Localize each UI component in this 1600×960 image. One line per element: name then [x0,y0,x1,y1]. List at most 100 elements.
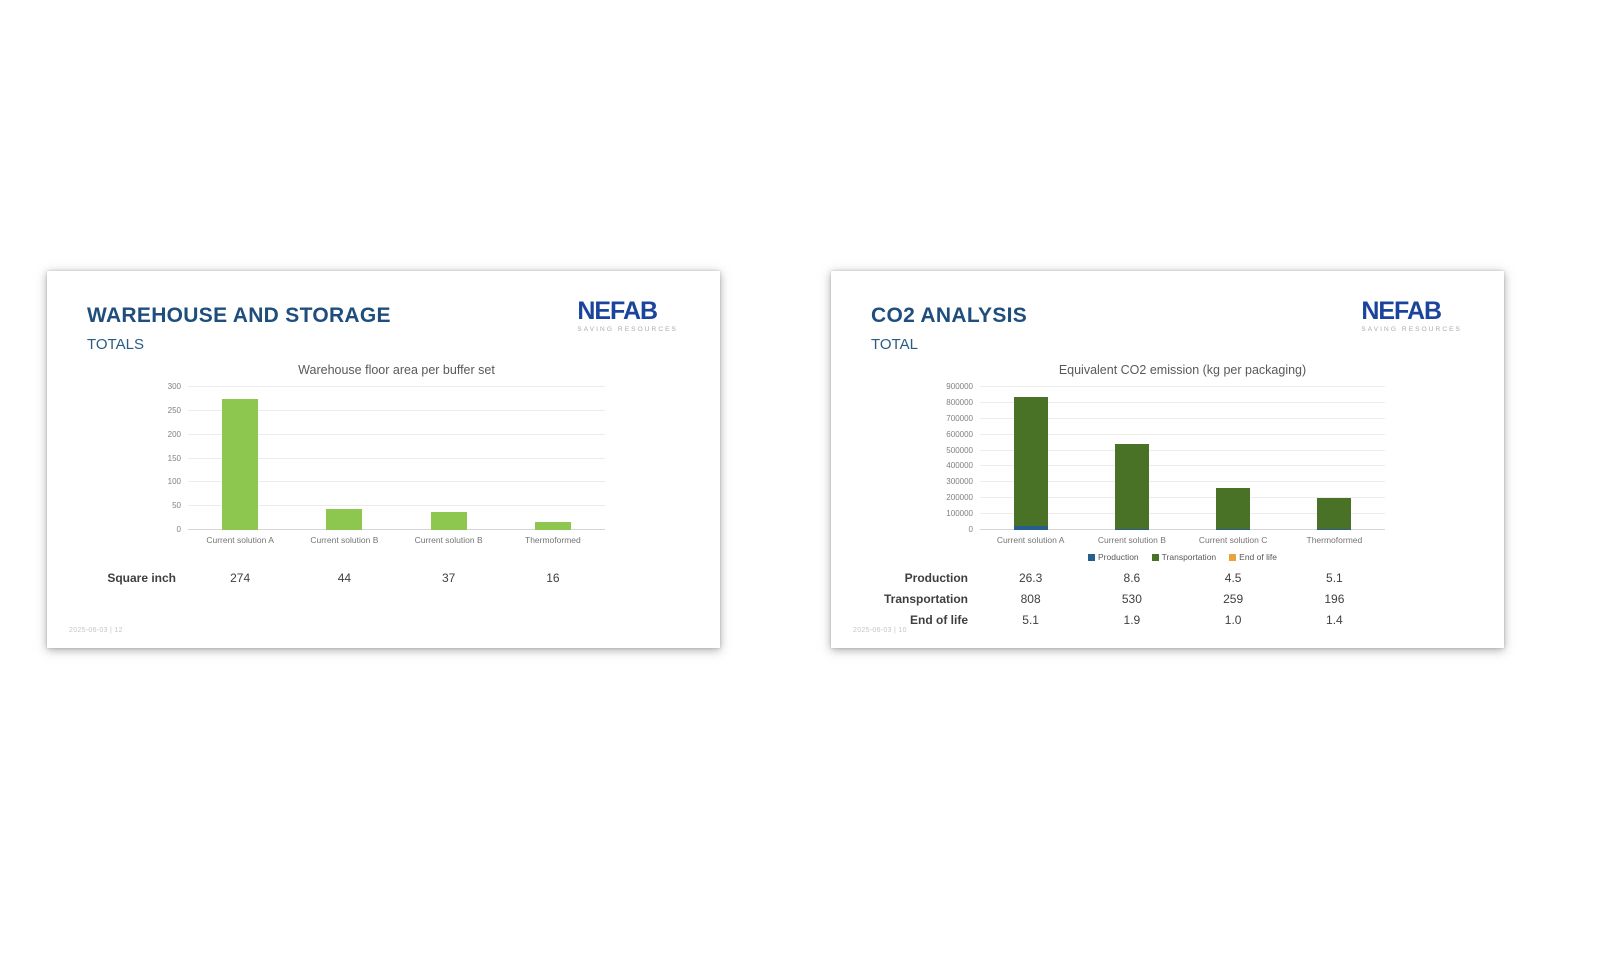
table-cell: 4.5 [1224,570,1242,585]
table-row-end-of-life: End of life 5.1 1.9 1.0 1.4 [910,609,1385,630]
bar-current-solution-b [1114,387,1149,530]
gridline [188,505,605,507]
y-axis-tick-label: 500000 [946,445,973,455]
table-cell: 196 [1324,591,1345,606]
bar-segment-end-of-life [1013,396,1048,398]
bar-thermoformed [1317,387,1352,530]
y-axis: 0 50 100 150 200 250 300 [143,383,188,534]
legend-label: End of life [1239,552,1277,562]
table-row-transportation: Transportation 808 530 259 196 [884,588,1385,609]
nefab-logo-tagline: SAVING RESOURCES [1361,326,1462,333]
y-axis-tick-label: 600000 [946,429,973,439]
gridline [980,449,1385,451]
slide-footer: 2025-06-03 | 10 [853,627,907,634]
gridline [980,386,1385,387]
y-axis-tick-label: 150 [167,453,181,463]
gridline [980,481,1385,483]
y-axis-tick-label: 50 [172,501,181,511]
table-cell: 5.1 [1022,612,1039,627]
x-axis-category-label: Current solution C [1198,535,1268,545]
x-axis-category-label: Thermoformed [1306,535,1363,545]
gridline [188,481,605,483]
co2-data-table: Production 26.3 8.6 4.5 5.1 Transportation 808… [884,567,1385,630]
slide-warehouse-and-storage: WAREHOUSE AND STORAGE TOTALS NEFAB SAVIN… [47,271,720,648]
y-axis: 0 100000 200000 300000 400000 500000 600000 700… [930,383,980,534]
table-cell: 5.1 [1326,570,1343,585]
bar-segment-transportation [1216,488,1251,530]
table-cell: 530 [1121,591,1142,606]
bar-slot [1081,387,1182,530]
legend-label: Production [1098,552,1139,562]
table-row-label: Production [904,570,968,585]
bar-current-solution-c [1216,387,1251,530]
y-axis-tick-label: 300 [167,382,181,391]
bar-segment [430,512,467,530]
y-axis-tick-label: 900000 [946,382,973,391]
bar-slot [1183,387,1284,530]
table-cell: 1.4 [1326,612,1343,627]
chart-title: Equivalent CO2 emission (kg per packagin… [1058,363,1307,377]
warehouse-floor-area-chart: Warehouse floor area per buffer set 0 50 10… [143,363,605,545]
table-cell: 44 [337,570,352,585]
table-cell: 1.0 [1224,612,1242,627]
y-axis-tick-label: 100 [167,477,181,487]
bar-slot [188,387,292,530]
bar-current-solution-b [326,387,363,530]
gridline [980,513,1385,515]
legend-swatch-end-of-life-icon [1229,553,1237,561]
page-subtitle: TOTALS [87,336,144,353]
y-axis-tick-label: 300000 [946,477,973,487]
bar-slot [397,387,501,530]
table-row-square-inch: Square inch 274 44 37 16 [107,567,605,588]
co2-emission-chart: Equivalent CO2 emission (kg per packagin… [930,363,1385,562]
table-cell: 16 [546,570,560,585]
table-cell: 26.3 [1018,570,1043,585]
bar-segment [326,509,363,530]
gridline [188,433,605,435]
slide-footer: 2025-06-03 | 12 [69,627,123,634]
bar-segment-transportation [1317,498,1352,530]
table-row-label: End of life [910,612,968,627]
bar-segment-transportation [1013,397,1048,526]
bar-current-solution-a [1013,387,1048,530]
chart-legend: Production Transportation End of life [980,552,1385,562]
bar-slot [501,387,605,530]
page-title: WAREHOUSE AND STORAGE [87,304,391,327]
bar-segment-production [1216,529,1251,530]
bar-slot [1284,387,1385,530]
x-axis-labels: Current solution A Current solution B Curr… [188,535,605,545]
gridline [980,433,1385,435]
gridline [980,401,1385,403]
table-cell: 8.6 [1123,570,1141,585]
table-row-production: Production 26.3 8.6 4.5 5.1 [905,567,1385,588]
table-row-label: Square inch [107,570,176,585]
table-cell: 37 [441,570,456,585]
x-axis-category-label: Current solution A [206,535,274,545]
y-axis-tick-label: 0 [968,525,973,534]
legend-item-transportation: Transportation [1151,552,1217,562]
x-axis-category-label: Current solution B [310,535,379,545]
table-cell: 1.9 [1123,612,1141,627]
plot-area: 0 100000 200000 300000 400000 500000 600000 700… [930,383,1385,534]
page-title: CO2 ANALYSIS [871,304,1028,327]
plot-grid [188,386,605,530]
page-subtitle: TOTAL [871,336,918,353]
bar-current-solution-b [430,387,467,530]
y-axis-tick-label: 200000 [946,493,973,503]
legend-label: Transportation [1161,552,1217,562]
table-cell: 259 [1223,591,1244,606]
bars-group [980,387,1385,530]
warehouse-data-table: Square inch 274 44 37 16 [107,567,605,588]
bars-group [188,387,605,530]
x-axis-category-label: Current solution A [996,535,1065,545]
x-axis-category-label: Current solution B [1097,535,1166,545]
x-axis-line [980,529,1385,530]
y-axis-tick-label: 100000 [946,509,973,519]
slide-co2-analysis: CO2 ANALYSIS TOTAL NEFAB SAVING RESOURCE… [831,271,1504,648]
gridline [188,409,605,411]
nefab-logo-wordmark: NEFAB [1361,297,1442,325]
nefab-logo-tagline: SAVING RESOURCES [577,326,678,333]
bar-segment-production [1013,525,1048,530]
nefab-logo: NEFAB SAVING RESOURCES [577,299,678,334]
x-axis-category-label: Current solution B [414,535,483,545]
